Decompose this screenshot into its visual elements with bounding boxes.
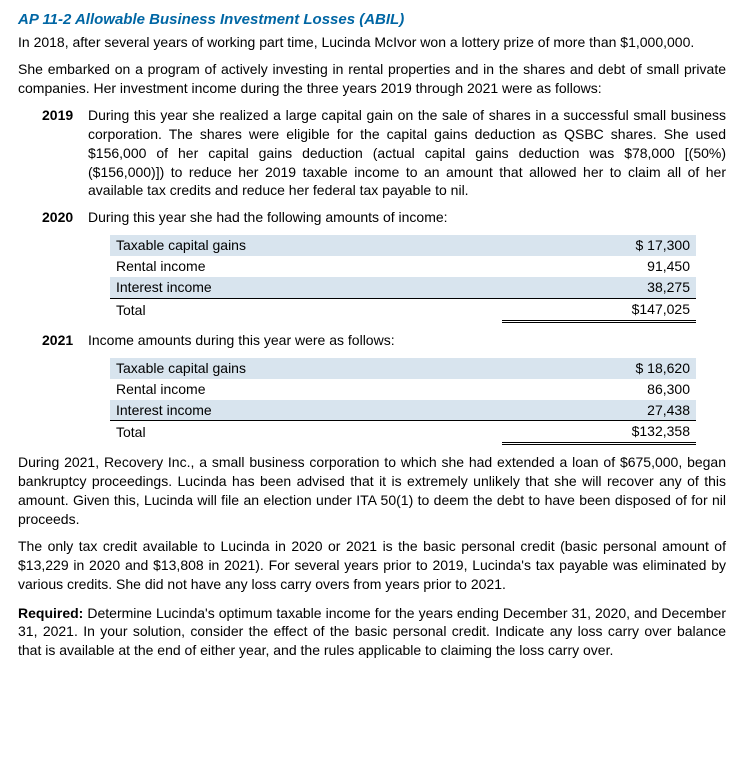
row-amount: 27,438 [502, 400, 696, 421]
intro-paragraph-2: She embarked on a program of actively in… [18, 60, 726, 98]
total-amount: $132,358 [502, 421, 696, 444]
row-amount: 86,300 [502, 379, 696, 400]
total-label: Total [110, 421, 502, 444]
row-amount: $ 18,620 [502, 358, 696, 379]
intro-paragraph-1: In 2018, after several years of working … [18, 33, 726, 52]
row-label: Interest income [110, 277, 502, 298]
table-row: Interest income 38,275 [110, 277, 696, 298]
row-amount: 38,275 [502, 277, 696, 298]
table-row: Rental income 91,450 [110, 256, 696, 277]
year-2021-text: Income amounts during this year were as … [88, 331, 726, 350]
table-row: Taxable capital gains $ 17,300 [110, 235, 696, 256]
year-2020-block: 2020 During this year she had the follow… [42, 208, 726, 227]
row-label: Interest income [110, 400, 502, 421]
table-total-row: Total $132,358 [110, 421, 696, 444]
total-amount: $147,025 [502, 298, 696, 321]
row-label: Taxable capital gains [110, 235, 502, 256]
required-text: Determine Lucinda's optimum taxable inco… [18, 605, 726, 659]
year-2020-text: During this year she had the following a… [88, 208, 726, 227]
paragraph-credits: The only tax credit available to Lucinda… [18, 537, 726, 594]
row-amount: $ 17,300 [502, 235, 696, 256]
total-label: Total [110, 298, 502, 321]
row-label: Rental income [110, 256, 502, 277]
required-paragraph: Required: Determine Lucinda's optimum ta… [18, 604, 726, 661]
income-table-2020: Taxable capital gains $ 17,300 Rental in… [110, 235, 696, 323]
table-row: Interest income 27,438 [110, 400, 696, 421]
problem-title: AP 11-2 Allowable Business Investment Lo… [18, 10, 726, 30]
table-row: Taxable capital gains $ 18,620 [110, 358, 696, 379]
income-table-2021: Taxable capital gains $ 18,620 Rental in… [110, 358, 696, 446]
paragraph-recovery: During 2021, Recovery Inc., a small busi… [18, 453, 726, 529]
row-amount: 91,450 [502, 256, 696, 277]
year-2019-text: During this year she realized a large ca… [88, 106, 726, 200]
year-2019-block: 2019 During this year she realized a lar… [42, 106, 726, 200]
year-2021-label: 2021 [42, 331, 88, 350]
table-total-row: Total $147,025 [110, 298, 696, 321]
table-row: Rental income 86,300 [110, 379, 696, 400]
year-2020-label: 2020 [42, 208, 88, 227]
row-label: Rental income [110, 379, 502, 400]
year-2021-block: 2021 Income amounts during this year wer… [42, 331, 726, 350]
required-label: Required: [18, 605, 83, 621]
row-label: Taxable capital gains [110, 358, 502, 379]
year-2019-label: 2019 [42, 106, 88, 200]
